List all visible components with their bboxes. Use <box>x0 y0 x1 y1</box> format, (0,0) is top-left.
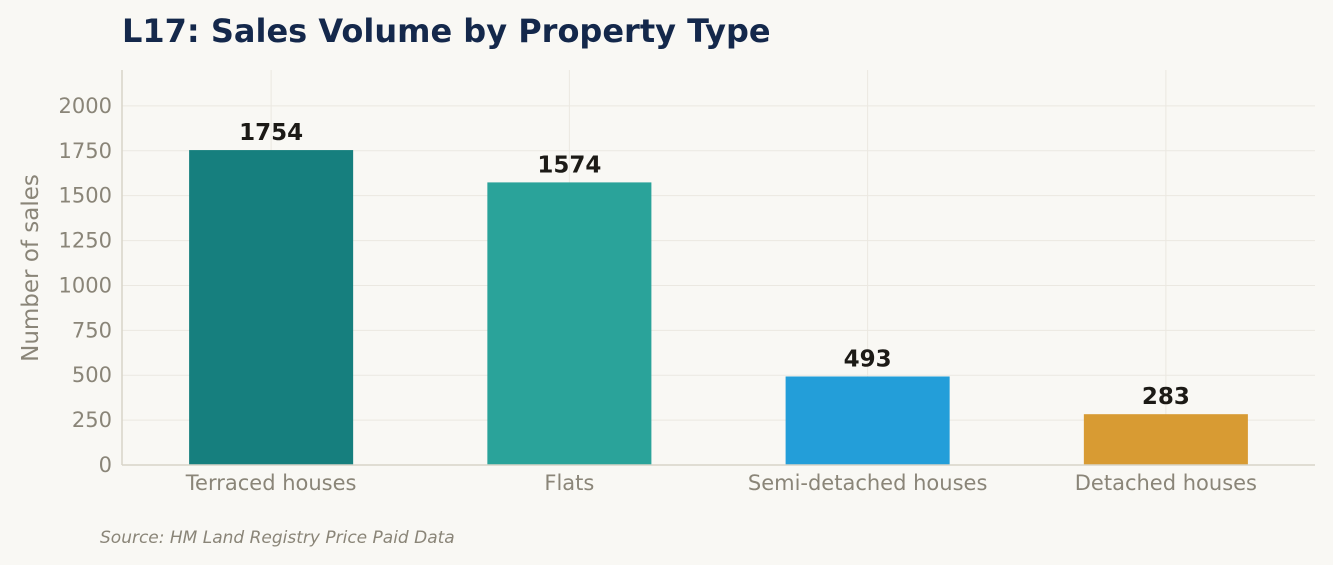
chart-title: L17: Sales Volume by Property Type <box>122 12 771 50</box>
y-tick-label: 1250 <box>59 229 112 253</box>
x-tick-label: Terraced houses <box>185 471 357 495</box>
bar <box>487 182 652 466</box>
axes <box>121 70 1315 466</box>
bar-value-label: 283 <box>1142 384 1190 410</box>
y-tick-label: 1750 <box>59 139 112 163</box>
y-tick-label: 1500 <box>59 184 112 208</box>
bar-value-label: 1754 <box>239 120 303 146</box>
y-tick-label: 1000 <box>59 273 112 297</box>
y-tick-label: 500 <box>72 363 112 387</box>
x-tick-label: Flats <box>544 471 594 495</box>
y-tick-label: 2000 <box>59 94 112 118</box>
y-tick-label: 250 <box>72 408 112 432</box>
data-labels: 1754 1574 493 283 <box>239 120 1190 410</box>
bars <box>189 150 1248 466</box>
bar <box>189 150 354 465</box>
bar <box>785 376 950 465</box>
bar-value-label: 493 <box>844 346 892 372</box>
y-axis-ticks: 0 250 500 750 1000 1250 1500 1750 2000 <box>59 94 112 477</box>
bar <box>1083 414 1248 465</box>
x-axis-ticks: Terraced houses Flats Semi-detached houses… <box>185 471 1257 495</box>
bar-value-label: 1574 <box>537 152 601 178</box>
y-axis-label: Number of sales <box>18 174 44 362</box>
source-note: Source: HM Land Registry Price Paid Data <box>100 528 455 548</box>
x-tick-label: Semi-detached houses <box>748 471 988 495</box>
x-tick-label: Detached houses <box>1075 471 1257 495</box>
y-tick-label: 0 <box>99 453 112 477</box>
y-tick-label: 750 <box>72 318 112 342</box>
